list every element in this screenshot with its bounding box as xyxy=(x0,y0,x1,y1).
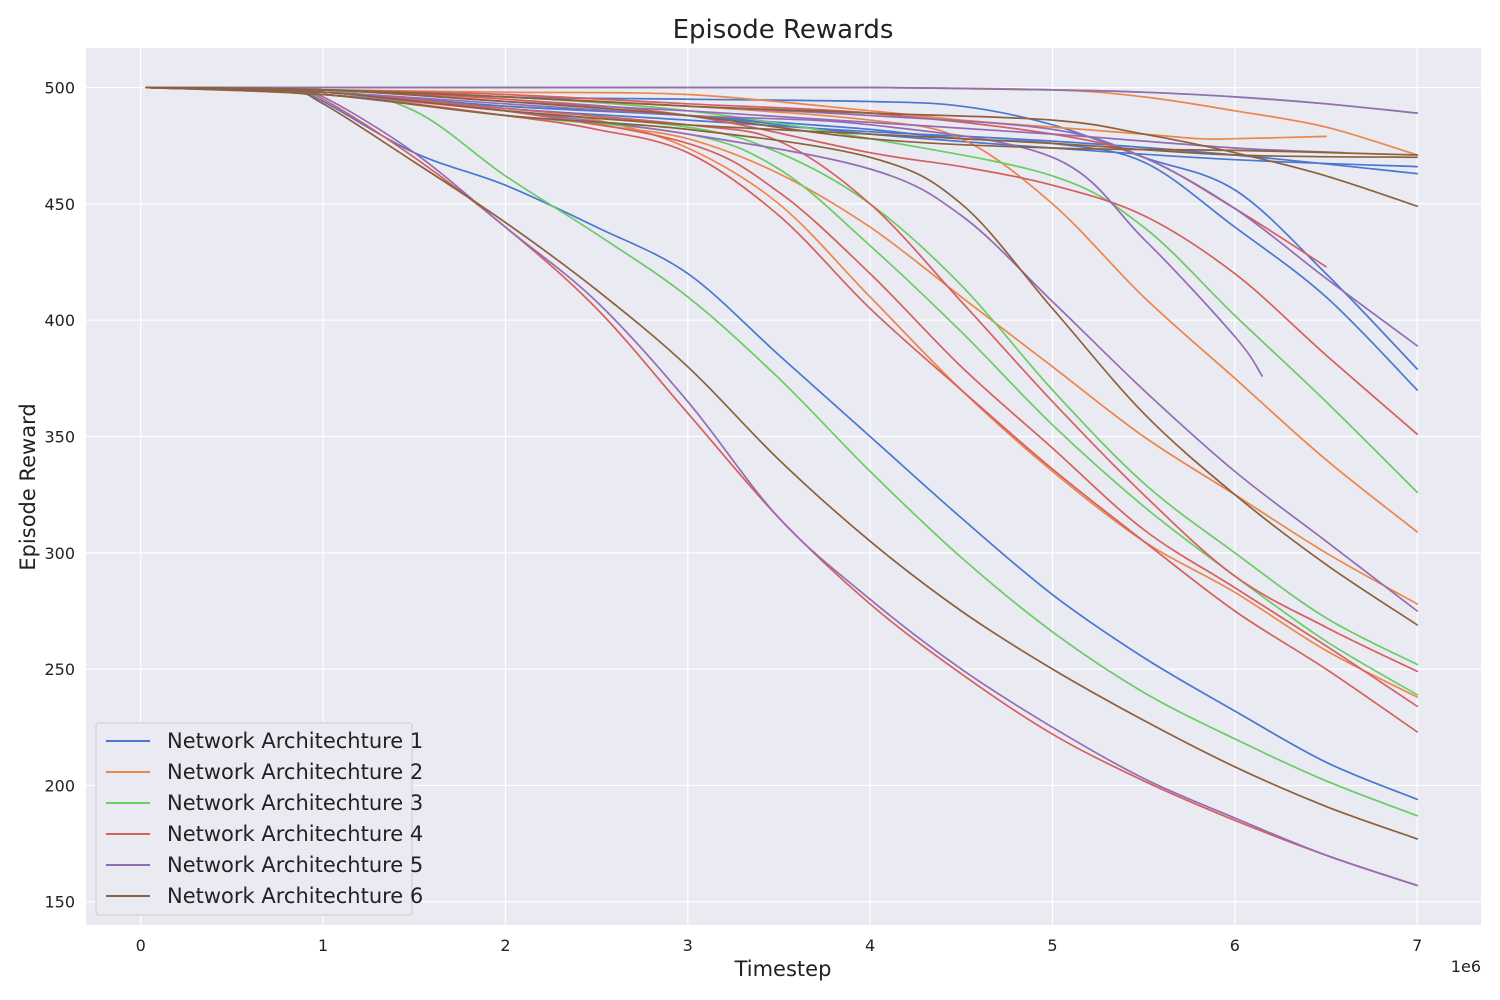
series-line xyxy=(145,86,1419,159)
series-line xyxy=(145,86,1419,801)
series-line xyxy=(145,86,1419,626)
y-tick-label: 500 xyxy=(44,79,75,98)
x-tick-label: 2 xyxy=(500,936,510,955)
x-tick-labels: 0 1 2 3 4 5 6 7 xyxy=(136,936,1423,955)
y-tick-label: 400 xyxy=(44,311,75,330)
series-line xyxy=(145,86,1419,673)
y-tick-label: 150 xyxy=(44,893,75,912)
y-tick-label: 250 xyxy=(44,660,75,679)
legend-label: Network Architechture 6 xyxy=(167,884,423,908)
x-tick-label: 6 xyxy=(1230,936,1240,955)
legend-label: Network Architechture 3 xyxy=(167,791,423,815)
series-6 xyxy=(145,86,1419,840)
x-tick-label: 0 xyxy=(136,936,146,955)
series-lines xyxy=(145,86,1419,887)
series-line xyxy=(145,86,1419,156)
legend-label: Network Architechture 4 xyxy=(167,822,423,846)
x-tick-label: 5 xyxy=(1047,936,1057,955)
x-axis-label: Timestep xyxy=(734,957,832,981)
legend-box xyxy=(95,722,413,916)
series-line xyxy=(145,86,1264,377)
y-tick-label: 300 xyxy=(44,544,75,563)
legend-label: Network Architechture 1 xyxy=(167,729,423,753)
y-tick-label: 350 xyxy=(44,427,75,446)
y-tick-labels: 150 200 250 300 350 400 450 500 xyxy=(44,79,75,912)
legend-label: Network Architechture 2 xyxy=(167,760,423,784)
y-tick-label: 450 xyxy=(44,195,75,214)
series-line xyxy=(145,86,1419,840)
chart-title: Episode Rewards xyxy=(673,15,894,45)
x-tick-label: 7 xyxy=(1412,936,1422,955)
legend: Network Architechture 1 Network Architech… xyxy=(95,722,423,916)
x-tick-label: 1 xyxy=(318,936,328,955)
series-line xyxy=(145,86,1419,887)
x-tick-label: 4 xyxy=(865,936,875,955)
legend-label: Network Architechture 5 xyxy=(167,853,423,877)
series-line xyxy=(145,86,1419,817)
y-axis-label: Episode Reward xyxy=(16,403,40,570)
y-tick-label: 200 xyxy=(44,776,75,795)
x-tick-label: 3 xyxy=(683,936,693,955)
series-line xyxy=(145,86,1419,114)
x-axis-scale-label: 1e6 xyxy=(1451,957,1481,976)
